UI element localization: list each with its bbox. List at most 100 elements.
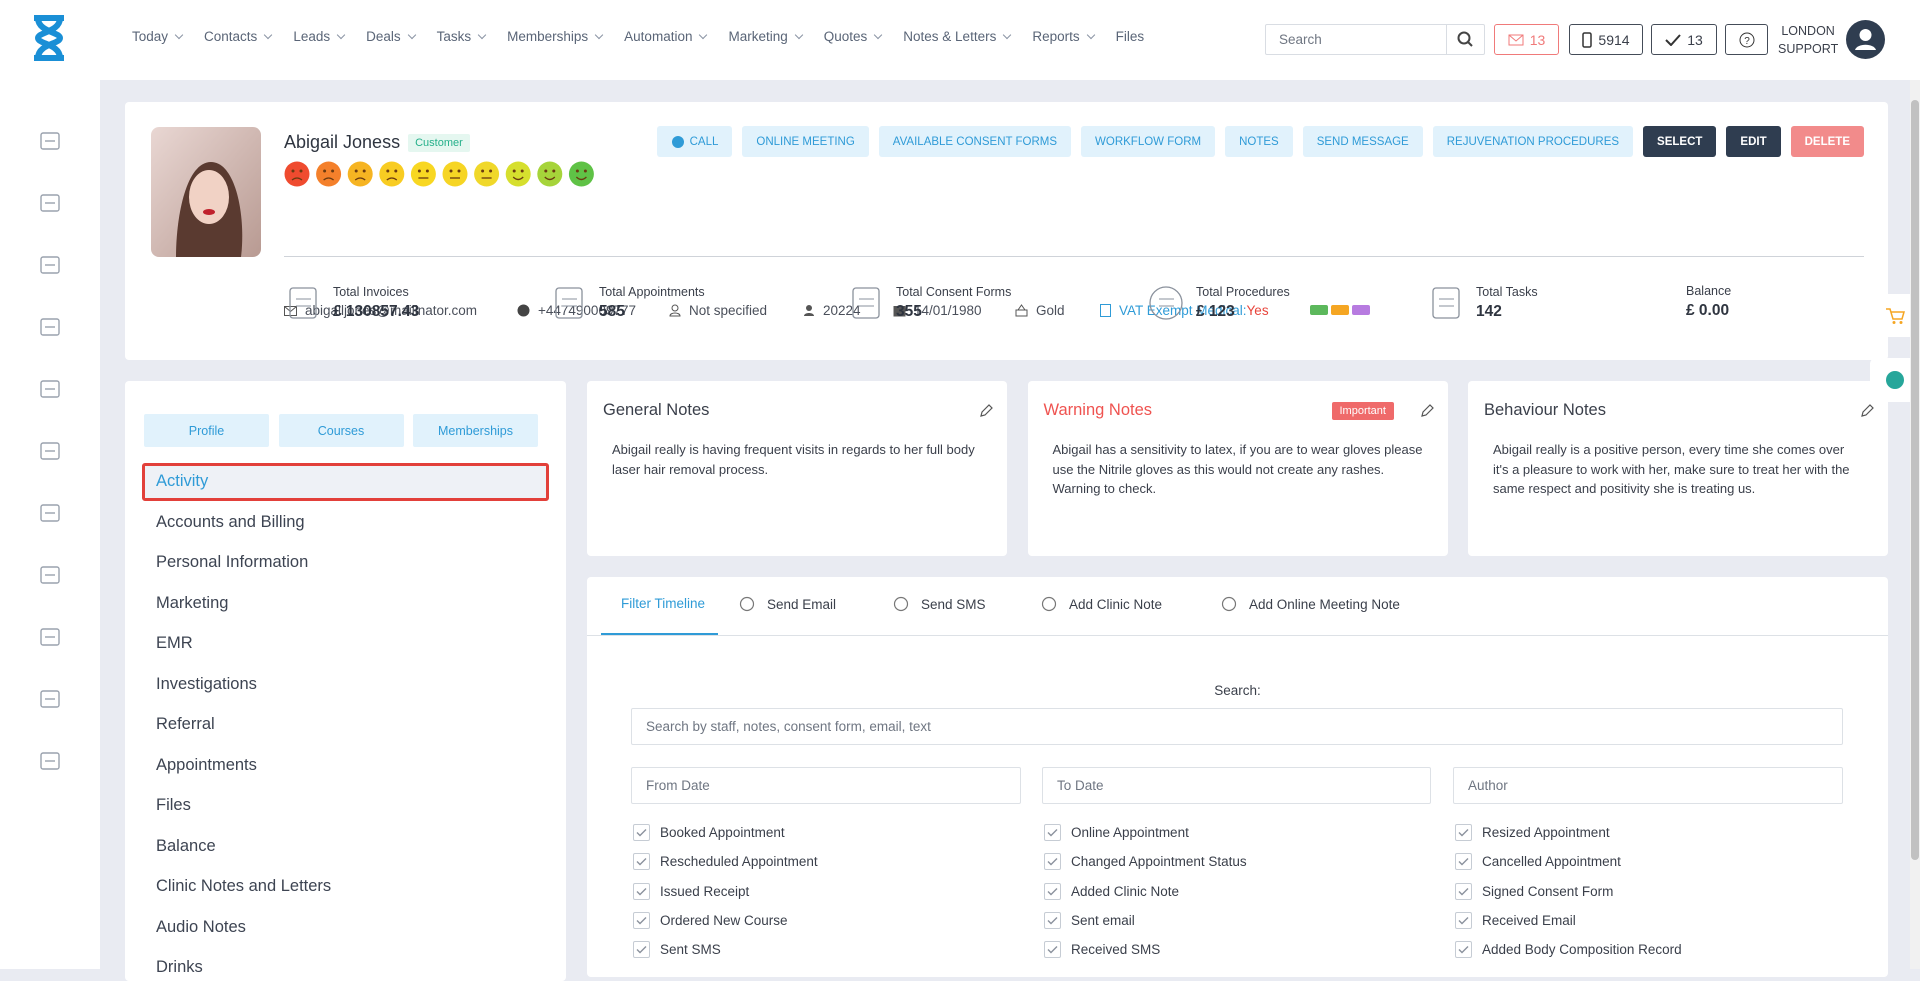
timeline-search[interactable]: Search by staff, notes, consent form, em… (631, 708, 1843, 745)
filter-option[interactable]: Booked Appointment (633, 824, 785, 841)
action-button[interactable]: CALL (656, 126, 733, 157)
action-button[interactable]: WORKFLOW FORM (1081, 126, 1216, 157)
search-box[interactable]: Search (1265, 24, 1485, 55)
sidebar-icon[interactable] (39, 316, 61, 338)
nav-item[interactable]: Deals (366, 29, 416, 44)
checkbox[interactable] (1455, 941, 1472, 959)
action-button[interactable]: AVAILABLE CONSENT FORMS (878, 126, 1072, 157)
menu-item[interactable]: Clinic Notes and Letters (156, 877, 332, 895)
sidebar-icon[interactable] (39, 750, 61, 772)
menu-item[interactable]: Marketing (156, 593, 229, 612)
timeline-tab[interactable]: Add Online Meeting Note (1221, 596, 1400, 612)
checkbox[interactable] (1044, 882, 1061, 900)
author[interactable]: Author (1453, 767, 1843, 804)
sidebar-icon[interactable] (39, 564, 61, 586)
from-date[interactable]: From Date (631, 767, 1021, 804)
checkbox[interactable] (1455, 853, 1472, 871)
sidebar-icon[interactable] (39, 440, 61, 462)
nav-item[interactable]: Reports (1032, 29, 1095, 44)
filter-option[interactable]: Cancelled Appointment (1455, 853, 1621, 871)
menu-item[interactable]: Drinks (156, 958, 203, 976)
to-date[interactable]: To Date (1042, 767, 1431, 804)
filter-option[interactable]: Online Appointment (1044, 824, 1189, 841)
filter-option[interactable]: Ordered New Course (633, 911, 788, 929)
checkbox[interactable] (1044, 911, 1061, 929)
sidebar-icon[interactable] (39, 130, 61, 152)
menu-item[interactable]: Investigations (156, 674, 257, 693)
action-button[interactable]: EDIT (1726, 126, 1781, 157)
nav-item[interactable]: Notes & Letters (903, 29, 1012, 44)
menu-item[interactable]: EMR (156, 634, 193, 652)
checkbox[interactable] (1455, 911, 1472, 929)
timeline-tab[interactable]: Send SMS (893, 596, 986, 612)
sidebar-icon[interactable] (39, 688, 61, 710)
profile-tab[interactable]: Memberships (413, 414, 538, 447)
menu-item[interactable]: Files (156, 796, 191, 814)
checkbox[interactable] (1044, 853, 1061, 871)
edit-icon[interactable] (1860, 404, 1874, 418)
filter-option[interactable]: Changed Appointment Status (1044, 853, 1247, 871)
nav-item[interactable]: Contacts (204, 29, 273, 44)
filter-option[interactable]: Sent SMS (633, 941, 721, 959)
sidebar-icon[interactable] (39, 502, 61, 524)
filter-option[interactable]: Received Email (1455, 911, 1576, 929)
filter-option[interactable]: Received SMS (1044, 941, 1160, 959)
satisfaction-rating[interactable] (284, 160, 604, 188)
checkbox[interactable] (1044, 824, 1061, 841)
menu-item[interactable]: Audio Notes (156, 917, 246, 936)
action-button[interactable]: DELETE (1790, 126, 1864, 157)
sidebar-icon[interactable] (39, 254, 61, 276)
checkbox[interactable] (1455, 824, 1472, 841)
profile-tab[interactable]: Profile (144, 414, 269, 447)
filter-option[interactable]: Issued Receipt (633, 882, 749, 900)
nav-item[interactable]: Marketing (728, 29, 803, 44)
nav-item[interactable]: Automation (624, 29, 708, 44)
action-button[interactable]: REJUVENATION PROCEDURES (1432, 126, 1634, 157)
tasks-button[interactable]: 13 (1651, 24, 1717, 55)
user-name[interactable]: LONDON SUPPORT (1778, 22, 1838, 58)
nav-item[interactable]: Quotes (824, 29, 883, 44)
search-icon[interactable] (1446, 24, 1484, 55)
menu-item[interactable]: Appointments (156, 755, 257, 774)
mail-button[interactable]: 13 (1494, 24, 1559, 55)
checkbox[interactable] (633, 882, 650, 900)
filter-option[interactable]: Added Clinic Note (1044, 882, 1179, 900)
checkbox[interactable] (633, 911, 650, 929)
nav-item[interactable]: Leads (293, 29, 346, 44)
menu-item[interactable]: Activity (156, 472, 209, 490)
action-button[interactable]: NOTES (1225, 126, 1293, 157)
phone-button[interactable]: 5914 (1569, 24, 1643, 55)
action-button[interactable]: SEND MESSAGE (1302, 126, 1423, 157)
menu-item[interactable]: Accounts and Billing (156, 512, 305, 531)
edit-icon[interactable] (979, 404, 993, 418)
nav-item[interactable]: Memberships (507, 29, 604, 44)
action-button[interactable]: SELECT (1643, 126, 1717, 157)
checkbox[interactable] (633, 941, 650, 959)
timeline-tab[interactable]: Send Email (739, 596, 836, 612)
checkbox[interactable] (1044, 941, 1061, 959)
sidebar-icon[interactable] (39, 378, 61, 400)
edit-icon[interactable] (1420, 404, 1434, 418)
menu-item[interactable]: Personal Information (156, 553, 309, 571)
nav-item[interactable]: Today (132, 29, 184, 44)
sidebar-icon[interactable] (39, 626, 61, 648)
sidebar-icon[interactable] (39, 192, 61, 214)
filter-option[interactable]: Resized Appointment (1455, 824, 1610, 841)
filter-option[interactable]: Sent email (1044, 911, 1135, 929)
filter-option[interactable]: Added Body Composition Record (1455, 941, 1682, 959)
action-button[interactable]: ONLINE MEETING (742, 126, 869, 157)
checkbox[interactable] (633, 853, 650, 871)
menu-item[interactable]: Referral (156, 715, 215, 733)
checkbox[interactable] (1455, 882, 1472, 900)
nav-item[interactable]: Tasks (437, 29, 487, 44)
menu-item[interactable]: Balance (156, 836, 216, 855)
filter-option[interactable]: Rescheduled Appointment (633, 853, 818, 871)
checkbox[interactable] (633, 824, 650, 841)
help-button[interactable]: ? (1725, 24, 1768, 55)
timeline-tab[interactable]: Filter Timeline (621, 596, 705, 611)
nav-item[interactable]: Files (1116, 29, 1145, 44)
profile-tab[interactable]: Courses (278, 414, 404, 447)
logo[interactable] (24, 12, 74, 64)
timeline-tab[interactable]: Add Clinic Note (1041, 596, 1162, 612)
user-avatar[interactable] (1846, 20, 1885, 59)
